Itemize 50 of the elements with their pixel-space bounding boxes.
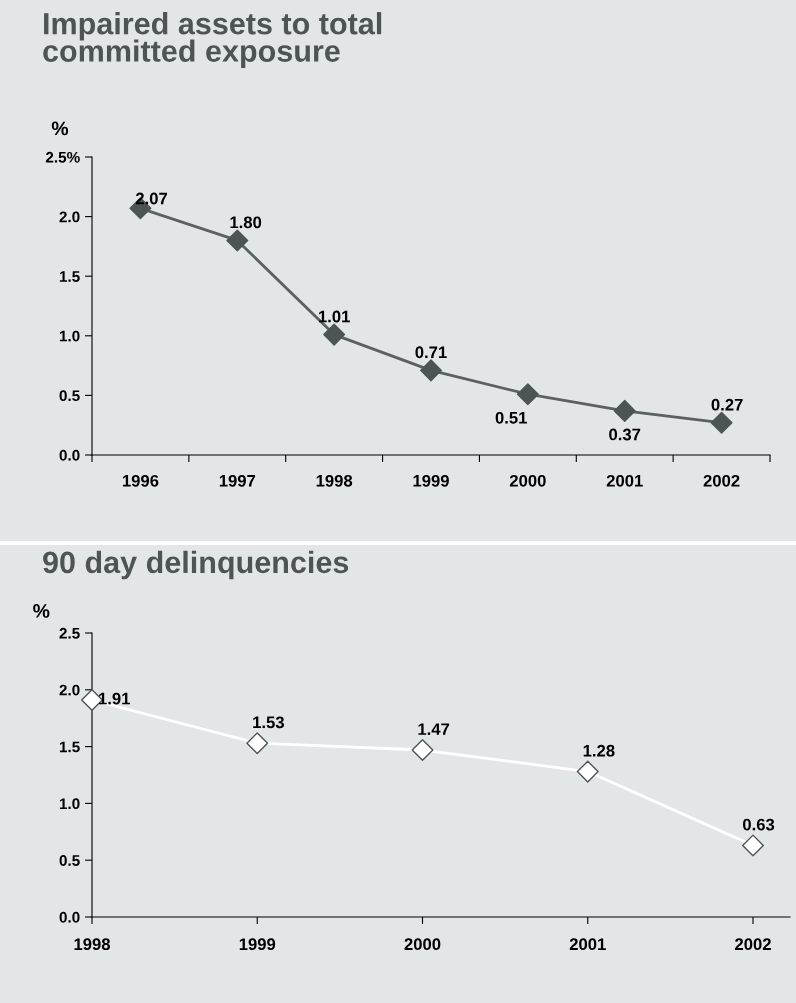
point: [516, 383, 539, 406]
x-tick-label: 1999: [413, 474, 449, 487]
point: [411, 739, 434, 762]
y-tick-label: 2.5%: [45, 151, 80, 163]
x-tick-label: 1997: [219, 474, 256, 487]
x-tick-label: 2002: [703, 474, 740, 487]
text: 0.27: [711, 398, 743, 411]
text: 0.71: [415, 346, 447, 359]
y-tick-label: 1.0: [59, 330, 80, 342]
text: 2.07: [135, 192, 168, 205]
y-tick-label: 2.0: [59, 684, 80, 696]
text: 1.28: [583, 744, 615, 757]
point: [742, 834, 764, 857]
x-tick-label: 2002: [735, 938, 771, 951]
point: [246, 732, 269, 755]
point: [613, 399, 636, 422]
point: [323, 323, 346, 346]
x-tick-label: 2000: [509, 474, 546, 487]
chart-title: 90 day delinquencies: [43, 550, 349, 580]
y-axis-title: %: [33, 604, 50, 618]
point: [576, 760, 599, 783]
text: 0.37: [609, 428, 641, 441]
x-tick-label: 1996: [122, 474, 159, 487]
x-tick-label: 1998: [74, 938, 111, 951]
x-tick-label: 2001: [569, 938, 606, 951]
y-tick-label: 0.0: [59, 449, 80, 461]
y-tick-label: 0.5: [59, 390, 80, 402]
text: 1.53: [253, 716, 284, 729]
x-tick-label: 1998: [316, 474, 353, 487]
y-axis-title: %: [51, 121, 69, 136]
point: [710, 411, 733, 434]
x-tick-label: 1999: [239, 938, 276, 951]
text: 0.63: [743, 818, 775, 831]
chart-title: Impaired assets to total committed exposure: [43, 12, 382, 68]
text: 0.51: [495, 411, 527, 424]
y-tick-label: 1.0: [59, 798, 80, 810]
y-tick-label: 1.5: [59, 271, 80, 282]
text: 1.01: [318, 310, 350, 323]
y-tick-label: 2.5: [59, 627, 80, 639]
x-tick-label: 2000: [404, 938, 441, 951]
text: 1.91: [99, 692, 130, 705]
text: 1.80: [230, 216, 262, 229]
y-tick-label: 0.0: [59, 911, 80, 923]
y-tick-label: 0.5: [59, 855, 80, 866]
y-tick-label: 1.5: [59, 741, 80, 753]
point: [226, 229, 249, 252]
text: 1.47: [418, 723, 450, 735]
y-tick-label: 2.0: [59, 211, 80, 223]
x-tick-label: 2001: [606, 474, 643, 487]
point: [420, 359, 442, 382]
